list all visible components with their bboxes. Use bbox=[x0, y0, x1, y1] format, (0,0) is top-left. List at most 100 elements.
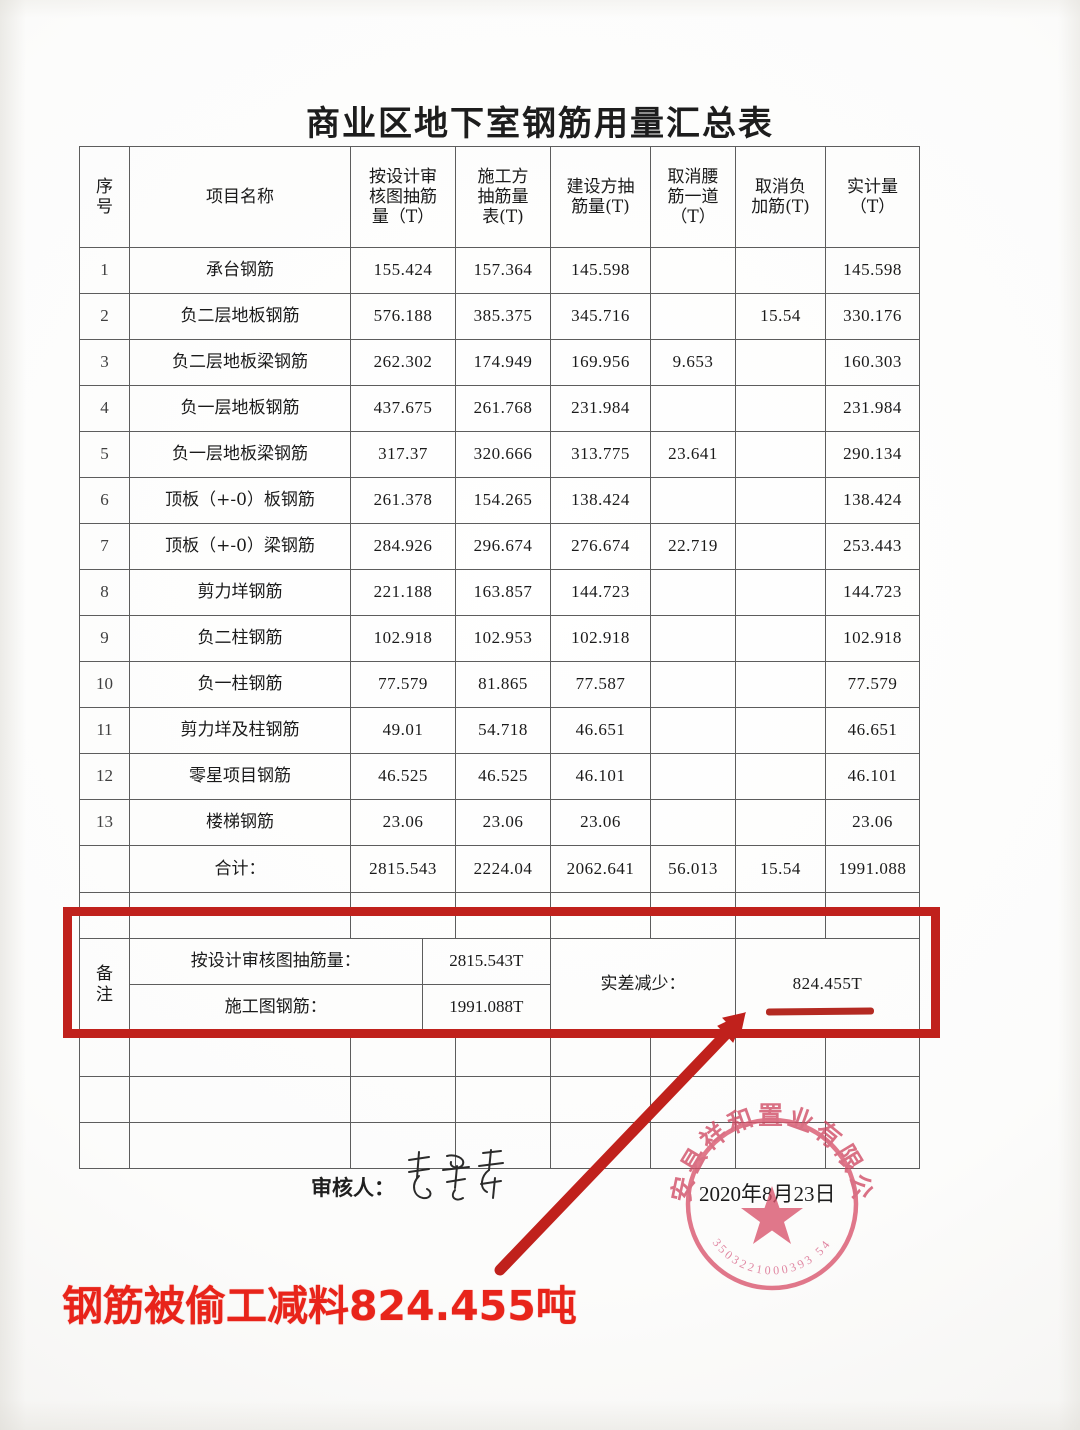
cell-contractor: 102.953 bbox=[455, 615, 551, 662]
cell-cancel-waist bbox=[650, 293, 736, 340]
cell-empty bbox=[350, 1122, 456, 1169]
cell-design-audit: 317.37 bbox=[350, 431, 456, 478]
cell-cancel-waist bbox=[650, 247, 736, 294]
header-actual: 实计量 （T） bbox=[825, 146, 920, 248]
table-row: 6 顶板（+-0）板钢筋 261.378 154.265 138.424 138.424 bbox=[79, 477, 920, 524]
cell-item-name: 零星项目钢筋 bbox=[129, 753, 351, 800]
cell-seq: 10 bbox=[79, 661, 130, 708]
cell-cancel-neg bbox=[735, 431, 826, 478]
cell-design-audit: 23.06 bbox=[350, 799, 456, 846]
header-design-audit: 按设计审 核图抽筋 量（T） bbox=[350, 146, 456, 248]
table-row: 11 剪力垟及柱钢筋 49.01 54.718 46.651 46.651 bbox=[79, 707, 920, 754]
cell-design-audit: 77.579 bbox=[350, 661, 456, 708]
cell-cancel-neg bbox=[735, 799, 826, 846]
cell-blank bbox=[735, 892, 826, 939]
cell-empty bbox=[79, 1122, 130, 1169]
cell-actual: 138.424 bbox=[825, 477, 920, 524]
cell-cancel-waist bbox=[650, 799, 736, 846]
cell-seq: 11 bbox=[79, 707, 130, 754]
table-row: 12 零星项目钢筋 46.525 46.525 46.101 46.101 bbox=[79, 753, 920, 800]
table-spacer-row bbox=[79, 892, 920, 939]
cell-empty bbox=[650, 1122, 736, 1169]
cell-design-audit: 576.188 bbox=[350, 293, 456, 340]
remark-diff-value: 824.455T bbox=[735, 938, 920, 1031]
cell-cancel-waist bbox=[650, 569, 736, 616]
cell-item-name: 负二层地板钢筋 bbox=[129, 293, 351, 340]
reviewer-label: 审核人： bbox=[311, 1175, 395, 1200]
cell-actual: 102.918 bbox=[825, 615, 920, 662]
cell-design-audit: 284.926 bbox=[350, 523, 456, 570]
cell-cancel-waist: 22.719 bbox=[650, 523, 736, 570]
cell-seq: 1 bbox=[79, 247, 130, 294]
cell-cancel-neg bbox=[735, 661, 826, 708]
cell-cancel-neg bbox=[735, 385, 826, 432]
cell-developer: 138.424 bbox=[550, 477, 651, 524]
cell-item-name: 负一层地板梁钢筋 bbox=[129, 431, 351, 478]
cell-contractor: 23.06 bbox=[455, 799, 551, 846]
cell-cancel-neg bbox=[735, 707, 826, 754]
cell-empty bbox=[350, 1030, 456, 1077]
cell-contractor: 154.265 bbox=[455, 477, 551, 524]
cell-contractor: 46.525 bbox=[455, 753, 551, 800]
table-total-row: 合计： 2815.543 2224.04 2062.641 56.013 15.54 199… bbox=[79, 845, 920, 893]
table-header-row: 序 号 项目名称 按设计审 核图抽筋 量（T） 施工方 抽筋量 表(T) 建 bbox=[79, 146, 920, 248]
cell-developer: 23.06 bbox=[550, 799, 651, 846]
cell-design-audit: 155.424 bbox=[350, 247, 456, 294]
cell-developer: 169.956 bbox=[550, 339, 651, 386]
cell-total-contractor: 2224.04 bbox=[455, 845, 551, 893]
table-row: 3 负二层地板梁钢筋 262.302 174.949 169.956 9.653 160.3… bbox=[79, 339, 920, 386]
cell-contractor: 261.768 bbox=[455, 385, 551, 432]
cell-item-name: 顶板（+-0）梁钢筋 bbox=[129, 523, 351, 570]
cell-item-name: 楼梯钢筋 bbox=[129, 799, 351, 846]
cell-cancel-waist bbox=[650, 707, 736, 754]
cell-empty bbox=[550, 1122, 651, 1169]
handwritten-signature bbox=[408, 1149, 504, 1201]
cell-design-audit: 221.188 bbox=[350, 569, 456, 616]
cell-empty bbox=[350, 1076, 456, 1123]
cell-contractor: 320.666 bbox=[455, 431, 551, 478]
cell-total-waist: 56.013 bbox=[650, 845, 736, 893]
cell-actual: 145.598 bbox=[825, 247, 920, 294]
cell-seq: 9 bbox=[79, 615, 130, 662]
cell-empty bbox=[550, 1030, 651, 1077]
remark-subtable: 按设计审核图抽筋量： 2815.543T 施工图钢筋： 1991.088T bbox=[129, 938, 551, 1031]
cell-contractor: 81.865 bbox=[455, 661, 551, 708]
cell-cancel-neg bbox=[735, 477, 826, 524]
rebar-summary-table: 序 号 项目名称 按设计审 核图抽筋 量（T） 施工方 抽筋量 表(T) 建 bbox=[79, 146, 920, 1169]
cell-contractor: 163.857 bbox=[455, 569, 551, 616]
cell-developer: 313.775 bbox=[550, 431, 651, 478]
table-row: 13 楼梯钢筋 23.06 23.06 23.06 23.06 bbox=[79, 799, 920, 846]
cell-item-name: 顶板（+-0）板钢筋 bbox=[129, 477, 351, 524]
cell-design-audit: 261.378 bbox=[350, 477, 456, 524]
cell-cancel-neg bbox=[735, 753, 826, 800]
cell-design-audit: 49.01 bbox=[350, 707, 456, 754]
cell-cancel-neg bbox=[735, 523, 826, 570]
cell-empty bbox=[550, 1076, 651, 1123]
header-item-name: 项目名称 bbox=[129, 146, 351, 248]
cell-seq: 6 bbox=[79, 477, 130, 524]
red-underline bbox=[765, 1007, 875, 1016]
table-row: 9 负二柱钢筋 102.918 102.953 102.918 102.918 bbox=[79, 615, 920, 662]
cell-cancel-neg bbox=[735, 339, 826, 386]
cell-empty bbox=[79, 1030, 130, 1077]
cell-total-neg: 15.54 bbox=[735, 845, 826, 893]
remark-row2-value: 1991.088T bbox=[421, 984, 550, 1030]
remark-label: 备注 bbox=[79, 938, 130, 1031]
cell-total-blank bbox=[79, 845, 130, 893]
cell-empty bbox=[650, 1076, 736, 1123]
cell-design-audit: 46.525 bbox=[350, 753, 456, 800]
cell-total-label: 合计： bbox=[129, 845, 351, 893]
cell-item-name: 负二层地板梁钢筋 bbox=[129, 339, 351, 386]
cell-actual: 160.303 bbox=[825, 339, 920, 386]
cell-blank bbox=[455, 892, 551, 939]
remark-row2-key: 施工图钢筋： bbox=[130, 984, 423, 1030]
remark-row1-key: 按设计审核图抽筋量： bbox=[130, 939, 423, 985]
cell-empty bbox=[455, 1076, 551, 1123]
cell-design-audit: 437.675 bbox=[350, 385, 456, 432]
cell-cancel-neg: 15.54 bbox=[735, 293, 826, 340]
stamp-date: 2020年8月23日 bbox=[699, 1182, 836, 1206]
cell-empty bbox=[129, 1076, 351, 1123]
cell-cancel-waist bbox=[650, 615, 736, 662]
remark-row1-value: 2815.543T bbox=[421, 939, 550, 985]
table-row: 4 负一层地板钢筋 437.675 261.768 231.984 231.984 bbox=[79, 385, 920, 432]
